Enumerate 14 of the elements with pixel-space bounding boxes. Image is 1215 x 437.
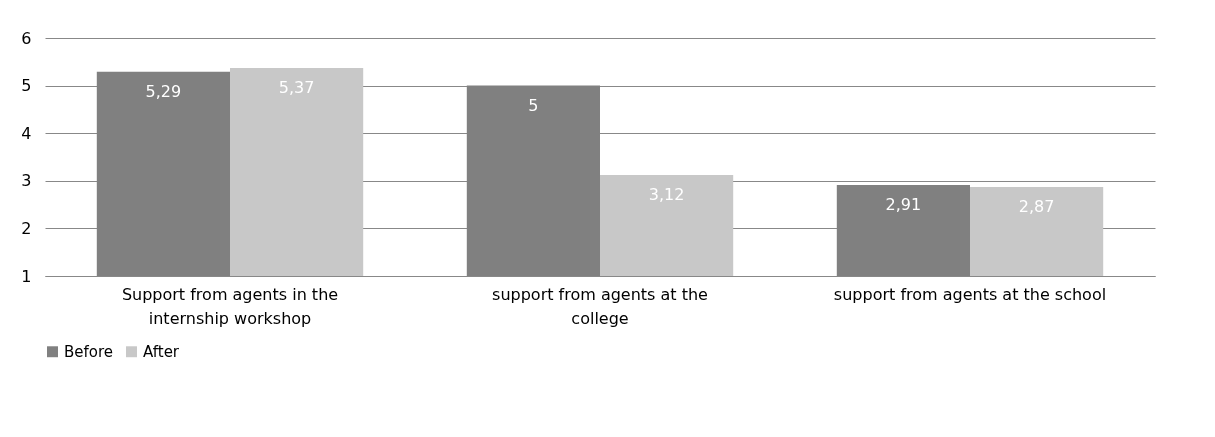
legend-label: Before: [64, 342, 114, 361]
x-tick-label: support from agents at the college: [492, 284, 708, 328]
legend-label: After: [143, 342, 180, 361]
x-tick-label: Support from agents in the internship workshop: [121, 284, 339, 328]
y-tick-label: 2: [21, 218, 32, 238]
data-label: 5: [528, 95, 539, 115]
data-label: 2,91: [885, 195, 922, 215]
y-tick-label: 1: [21, 266, 32, 286]
y-tick-label: 4: [21, 123, 32, 143]
y-tick-label: 6: [21, 28, 32, 48]
data-label: 5,29: [145, 81, 182, 101]
x-tick-label: support from agents at the school: [833, 284, 1107, 304]
y-tick-label: 5: [21, 76, 32, 96]
y-tick-label: 3: [21, 171, 32, 191]
